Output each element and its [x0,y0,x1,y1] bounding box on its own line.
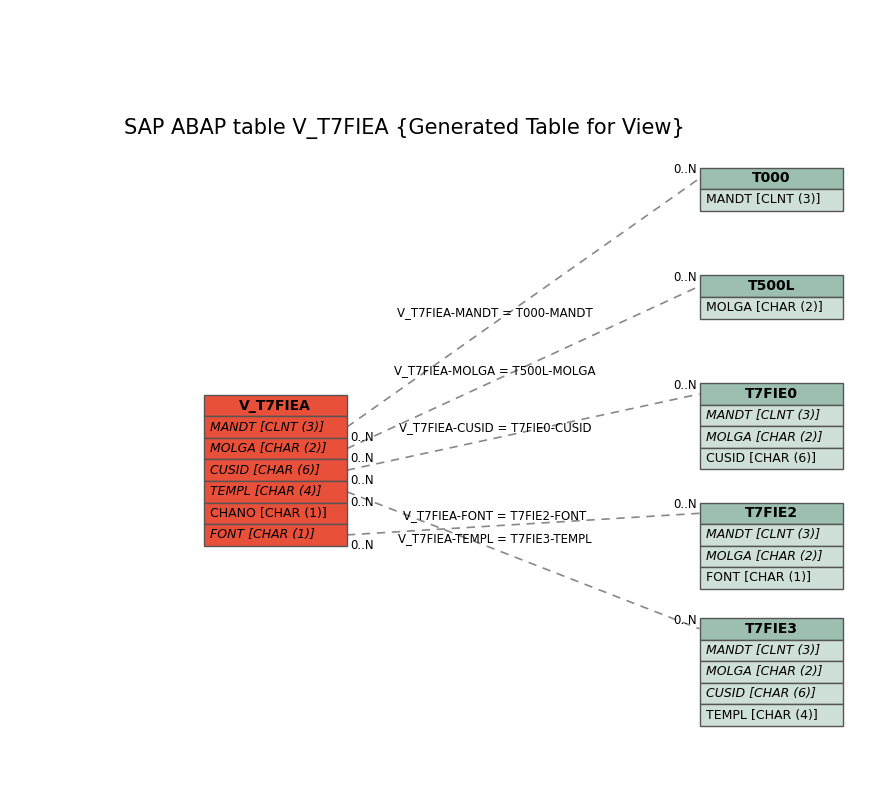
Text: T7FIE0: T7FIE0 [744,387,797,401]
Text: V_T7FIEA: V_T7FIEA [240,398,311,412]
FancyBboxPatch shape [699,383,842,405]
Text: 0..N: 0..N [350,474,374,487]
Text: T7FIE3: T7FIE3 [744,622,797,636]
Text: 0..N: 0..N [350,539,374,552]
Text: FONT [CHAR (1)]: FONT [CHAR (1)] [705,571,811,585]
Text: MOLGA [CHAR (2)]: MOLGA [CHAR (2)] [705,666,822,678]
FancyBboxPatch shape [699,524,842,545]
FancyBboxPatch shape [203,416,347,438]
Text: MANDT [CLNT (3)]: MANDT [CLNT (3)] [705,528,819,541]
Text: T7FIE2: T7FIE2 [744,506,797,520]
Text: TEMPL [CHAR (4)]: TEMPL [CHAR (4)] [210,486,321,498]
Text: MANDT [CLNT (3)]: MANDT [CLNT (3)] [210,420,324,434]
FancyBboxPatch shape [699,545,842,567]
Text: V_T7FIEA-CUSID = T7FIE0-CUSID: V_T7FIEA-CUSID = T7FIE0-CUSID [399,421,591,434]
Text: 0..N: 0..N [673,379,697,392]
Text: CHANO [CHAR (1)]: CHANO [CHAR (1)] [210,507,326,520]
FancyBboxPatch shape [699,503,842,524]
Text: 0..N: 0..N [673,271,697,284]
FancyBboxPatch shape [699,448,842,469]
FancyBboxPatch shape [699,189,842,211]
FancyBboxPatch shape [203,481,347,503]
Text: MANDT [CLNT (3)]: MANDT [CLNT (3)] [705,644,819,657]
Text: 0..N: 0..N [350,496,374,508]
FancyBboxPatch shape [699,640,842,661]
Text: MOLGA [CHAR (2)]: MOLGA [CHAR (2)] [705,301,822,314]
FancyBboxPatch shape [699,275,842,297]
Text: 0..N: 0..N [350,453,374,465]
FancyBboxPatch shape [699,704,842,726]
Text: T500L: T500L [748,279,795,294]
FancyBboxPatch shape [699,567,842,589]
FancyBboxPatch shape [203,460,347,481]
Text: CUSID [CHAR (6)]: CUSID [CHAR (6)] [705,687,816,700]
FancyBboxPatch shape [699,405,842,427]
Text: 0..N: 0..N [673,163,697,176]
Text: V_T7FIEA-FONT = T7FIE2-FONT: V_T7FIEA-FONT = T7FIE2-FONT [403,509,587,522]
Text: MANDT [CLNT (3)]: MANDT [CLNT (3)] [705,194,820,206]
FancyBboxPatch shape [203,395,347,416]
Text: MOLGA [CHAR (2)]: MOLGA [CHAR (2)] [705,550,822,563]
FancyBboxPatch shape [699,682,842,704]
FancyBboxPatch shape [699,661,842,682]
FancyBboxPatch shape [203,438,347,460]
Text: MOLGA [CHAR (2)]: MOLGA [CHAR (2)] [210,442,326,455]
Text: SAP ABAP table V_T7FIEA {Generated Table for View}: SAP ABAP table V_T7FIEA {Generated Table… [125,117,685,139]
Text: 0..N: 0..N [673,498,697,511]
Text: 0..N: 0..N [350,431,374,444]
Text: V_T7FIEA-TEMPL = T7FIE3-TEMPL: V_T7FIEA-TEMPL = T7FIE3-TEMPL [398,533,591,545]
FancyBboxPatch shape [699,168,842,189]
Text: CUSID [CHAR (6)]: CUSID [CHAR (6)] [705,453,816,465]
Text: V_T7FIEA-MOLGA = T500L-MOLGA: V_T7FIEA-MOLGA = T500L-MOLGA [394,364,596,376]
Text: MANDT [CLNT (3)]: MANDT [CLNT (3)] [705,409,819,422]
Text: MOLGA [CHAR (2)]: MOLGA [CHAR (2)] [705,430,822,444]
FancyBboxPatch shape [699,618,842,640]
Text: 0..N: 0..N [673,614,697,626]
Text: CUSID [CHAR (6)]: CUSID [CHAR (6)] [210,464,320,477]
FancyBboxPatch shape [203,524,347,545]
FancyBboxPatch shape [699,427,842,448]
Text: T000: T000 [752,172,790,186]
Text: TEMPL [CHAR (4)]: TEMPL [CHAR (4)] [705,708,818,722]
Text: FONT [CHAR (1)]: FONT [CHAR (1)] [210,528,315,541]
Text: V_T7FIEA-MANDT = T000-MANDT: V_T7FIEA-MANDT = T000-MANDT [397,306,593,319]
FancyBboxPatch shape [699,297,842,319]
FancyBboxPatch shape [203,503,347,524]
